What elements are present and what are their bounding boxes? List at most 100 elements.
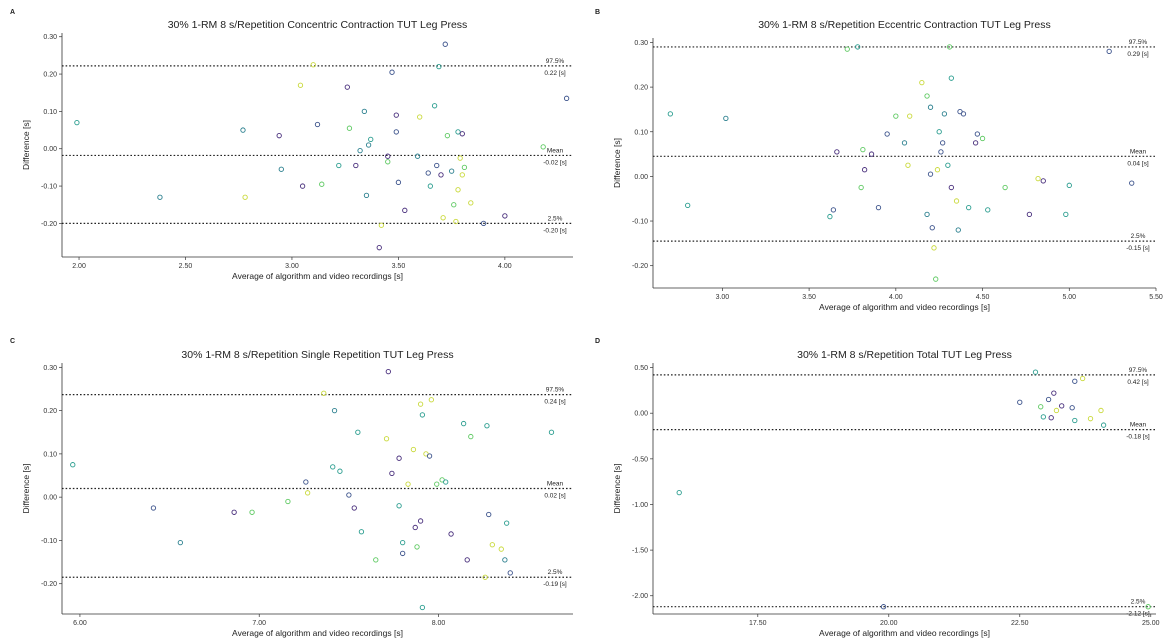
x-tick-label: 20.00: [880, 620, 898, 627]
y-tick-label: 0.00: [43, 495, 57, 502]
data-point: [417, 114, 423, 120]
data-point: [453, 218, 459, 225]
x-tick-label: 7.00: [252, 620, 266, 627]
data-point: [389, 470, 395, 477]
x-tick-label: 17.50: [749, 620, 767, 627]
data-point: [489, 542, 495, 548]
data-point: [540, 144, 546, 150]
panel-letter: C: [10, 338, 15, 345]
data-point: [240, 127, 246, 133]
panel-b: B 30% 1-RM 8 s/Repetition Eccentric Contr…: [595, 9, 1163, 312]
reference-line-name: Mean: [547, 481, 564, 488]
data-point: [249, 509, 255, 515]
x-axis-label: Average of algorithm and video recording…: [232, 271, 403, 281]
y-tick-label: -1.50: [632, 548, 648, 555]
data-point: [363, 192, 370, 199]
data-point: [931, 245, 937, 251]
data-point: [1072, 378, 1078, 384]
y-axis-label: Difference [s]: [21, 120, 31, 170]
data-point: [70, 462, 76, 468]
data-point: [177, 539, 183, 546]
data-point: [893, 113, 899, 119]
data-point: [946, 44, 953, 50]
data-point: [314, 121, 321, 128]
data-point: [502, 557, 508, 563]
x-axis-label: Average of algorithm and video recording…: [819, 302, 990, 312]
y-tick-label: 0.00: [634, 411, 648, 418]
data-point: [945, 162, 951, 168]
data-point: [1145, 604, 1151, 610]
data-point: [425, 170, 431, 176]
data-point: [431, 103, 438, 109]
reference-line-value: -0.20 [s]: [543, 227, 567, 234]
data-point: [297, 82, 304, 88]
reference-line-value: 0.24 [s]: [544, 399, 566, 406]
chart-title: 30% 1-RM 8 s/Repetition Concentric Contr…: [168, 19, 468, 31]
data-point: [455, 187, 461, 193]
data-point: [414, 544, 420, 550]
data-point: [1017, 399, 1023, 405]
data-point: [442, 41, 448, 47]
x-tick-label: 6.00: [73, 620, 87, 627]
chart-title: 30% 1-RM 8 s/Repetition Eccentric Contra…: [758, 19, 1051, 31]
data-point: [427, 183, 433, 189]
y-tick-label: -0.20: [41, 581, 57, 588]
data-point: [948, 184, 954, 191]
data-point: [985, 207, 991, 213]
reference-line-name: 2.5%: [1131, 233, 1146, 240]
data-point: [276, 133, 282, 139]
data-point: [346, 125, 353, 131]
data-point: [676, 489, 682, 496]
data-point: [880, 604, 887, 610]
data-point: [464, 557, 470, 563]
data-point: [426, 453, 433, 459]
y-tick-label: 0.30: [43, 365, 57, 372]
y-tick-label: -0.10: [41, 184, 57, 191]
data-point: [1040, 414, 1046, 420]
data-point: [486, 511, 492, 518]
data-point: [455, 129, 461, 135]
y-tick-label: 0.20: [43, 72, 57, 79]
x-tick-label: 4.00: [498, 263, 512, 270]
y-tick-label: 0.10: [43, 451, 57, 458]
data-point: [924, 93, 930, 99]
data-point: [417, 518, 424, 524]
data-point: [1129, 180, 1135, 186]
y-tick-label: -0.20: [41, 221, 57, 228]
y-tick-label: 0.20: [634, 85, 648, 92]
y-tick-label: 0.00: [43, 146, 57, 153]
reference-line-name: 97.5%: [1129, 367, 1148, 374]
data-point: [855, 44, 861, 50]
x-tick-label: 4.00: [889, 294, 903, 301]
data-point: [953, 198, 960, 204]
data-point: [498, 546, 504, 552]
reference-line-value: 0.04 [s]: [1127, 160, 1149, 167]
data-point: [419, 412, 426, 418]
data-point: [412, 524, 418, 531]
data-point: [231, 509, 237, 515]
reference-line-name: 2.5%: [548, 569, 563, 576]
data-point: [1079, 375, 1086, 382]
reference-line-value: 0.02 [s]: [544, 493, 566, 500]
data-point: [385, 159, 391, 165]
reference-line-value: -0.18 [s]: [1126, 434, 1150, 441]
data-point: [304, 490, 311, 496]
data-point: [830, 207, 837, 213]
data-point: [310, 62, 316, 68]
data-point: [393, 129, 399, 135]
data-point: [1098, 407, 1104, 414]
data-point: [868, 151, 875, 157]
data-point: [438, 172, 444, 178]
data-point: [966, 204, 972, 211]
data-point: [1063, 211, 1069, 217]
reference-line-value: 0.29 [s]: [1127, 51, 1149, 58]
data-point: [378, 222, 385, 228]
data-point: [875, 204, 882, 211]
data-point: [884, 131, 890, 137]
x-tick-label: 8.00: [432, 620, 446, 627]
data-point: [484, 423, 490, 429]
data-point: [1026, 211, 1033, 217]
reference-line-name: 97.5%: [546, 387, 565, 394]
data-point: [365, 142, 372, 148]
data-point: [941, 111, 948, 117]
